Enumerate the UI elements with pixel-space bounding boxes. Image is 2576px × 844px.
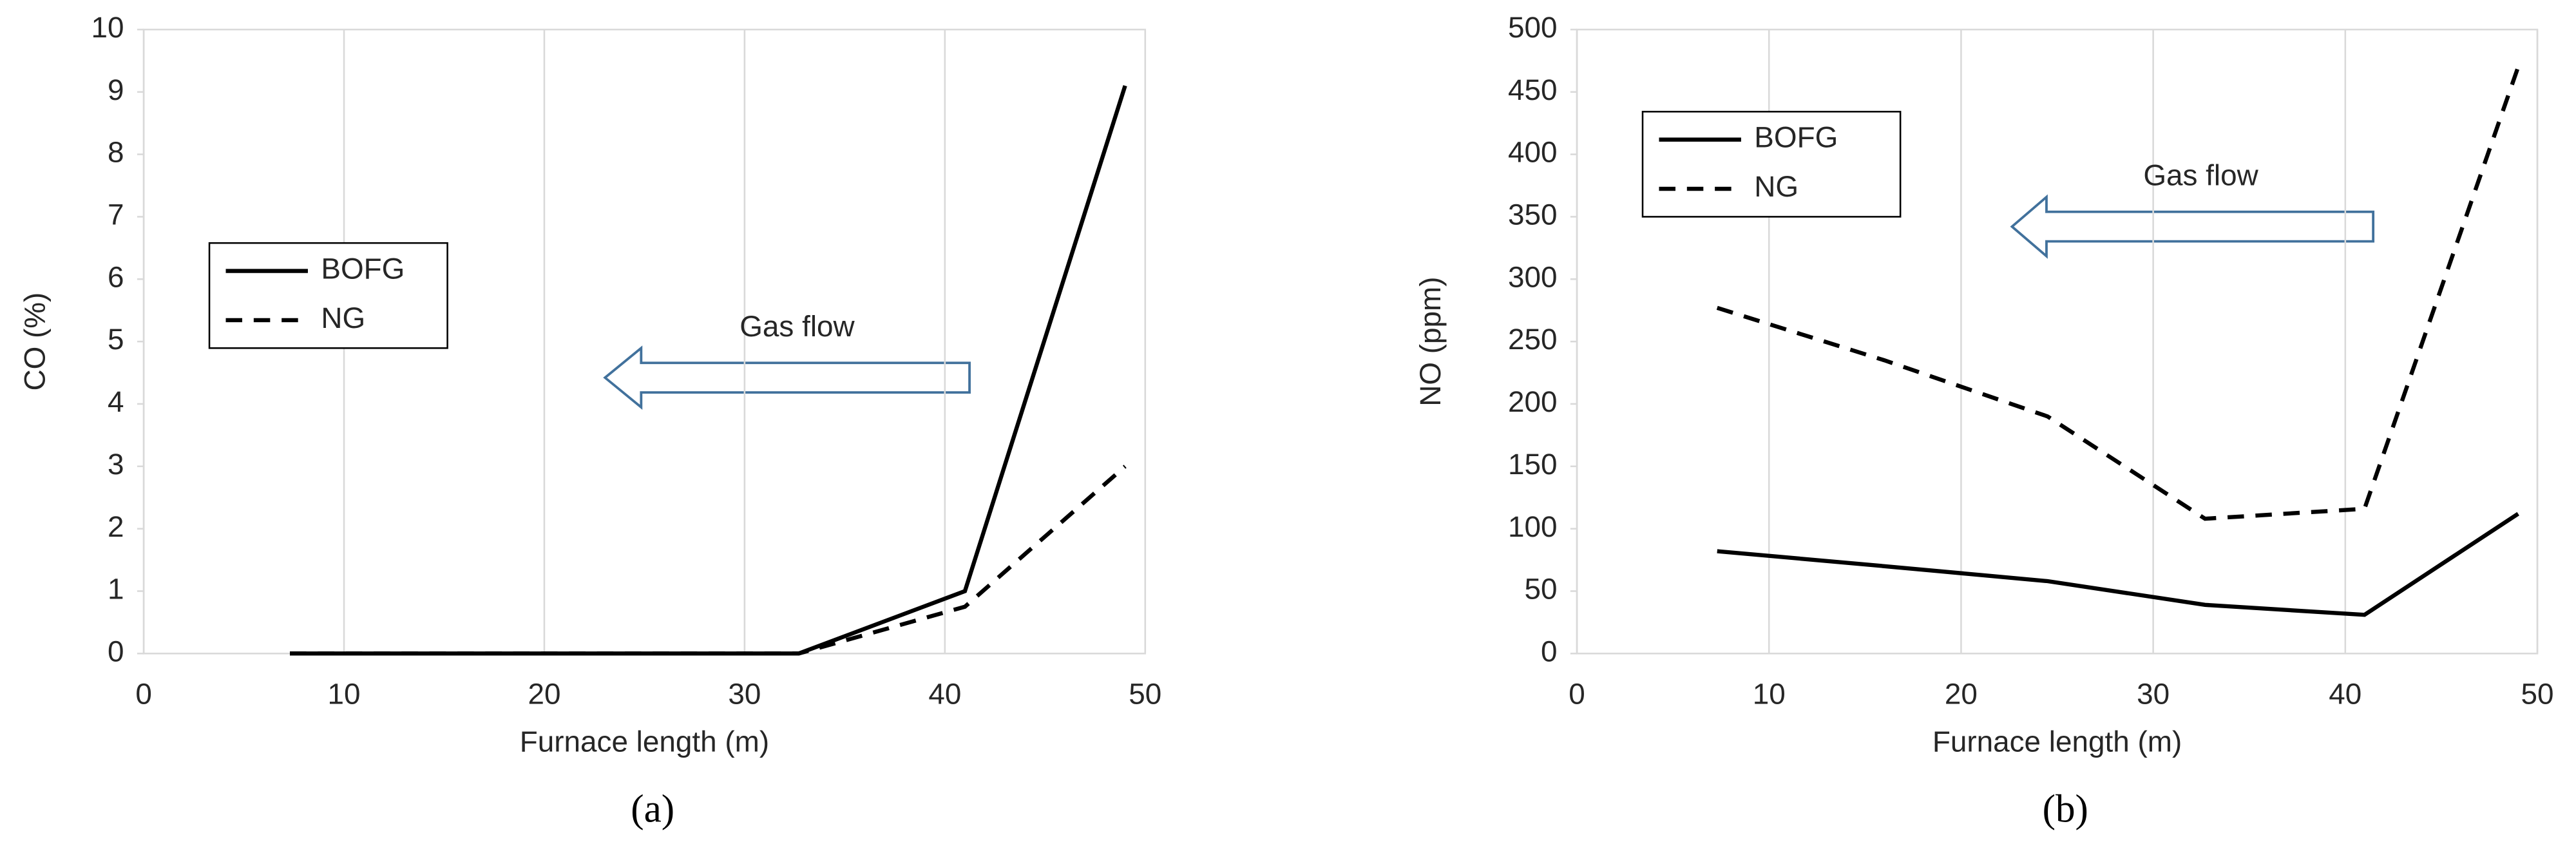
- y-tick-label: 9: [108, 73, 124, 106]
- flow-arrow: [2010, 194, 2375, 259]
- legend-label: BOFG: [1754, 120, 1838, 154]
- panel-label: (b): [2043, 787, 2088, 831]
- legend-box: [208, 242, 448, 349]
- legend-box: [1641, 111, 1902, 218]
- y-tick-label: 450: [1508, 73, 1558, 106]
- x-tick-label: 30: [2137, 677, 2170, 711]
- x-tick-label: 20: [528, 677, 560, 711]
- annotation: Gas flow: [2143, 158, 2258, 191]
- annotation: Gas flow: [739, 309, 855, 343]
- x-tick-label: 50: [1129, 677, 1161, 711]
- y-tick-label: 1: [108, 572, 124, 606]
- y-tick-label: 0: [1541, 634, 1558, 667]
- y-axis-label: NO (ppm): [1413, 276, 1447, 406]
- legend-label: NG: [1754, 169, 1798, 203]
- legend-label: NG: [321, 301, 365, 334]
- x-axis-label: Furnace length (m): [520, 725, 769, 758]
- x-tick-label: 50: [2521, 677, 2554, 711]
- x-tick-label: 10: [1753, 677, 1786, 711]
- x-tick-label: 30: [728, 677, 761, 711]
- y-tick-label: 350: [1508, 198, 1558, 231]
- series-line: [290, 465, 1127, 656]
- x-tick-label: 20: [1945, 677, 1978, 711]
- y-tick-label: 500: [1508, 10, 1558, 44]
- y-tick-label: 400: [1508, 135, 1558, 169]
- series-line: [1717, 512, 2519, 617]
- legend: BOFG NG: [1641, 111, 1902, 218]
- y-tick-label: 5: [108, 322, 124, 356]
- y-tick-label: 8: [108, 135, 124, 169]
- x-tick-label: 0: [135, 677, 152, 711]
- x-tick-label: 10: [328, 677, 361, 711]
- x-tick-label: 40: [2329, 677, 2361, 711]
- flow-arrow: [603, 345, 971, 410]
- y-tick-label: 0: [108, 634, 124, 667]
- chart: 0 10 20 30 40 50 0 1 2 3 4 5 6 7 8 9 10 Furnace length (m…: [18, 10, 1162, 831]
- y-tick-label: 6: [108, 260, 124, 293]
- x-tick-label: 40: [928, 677, 961, 711]
- y-tick-label: 3: [108, 447, 124, 481]
- y-tick-label: 250: [1508, 322, 1558, 356]
- y-tick-label: 7: [108, 198, 124, 231]
- y-tick-label: 100: [1508, 510, 1558, 543]
- series-line: [1716, 66, 2521, 521]
- chart: 0 10 20 30 40 5005010015020025030035040045050…: [1413, 10, 2554, 831]
- y-tick-label: 150: [1508, 447, 1558, 481]
- arrow-a: [603, 345, 971, 410]
- legend-label: BOFG: [321, 252, 405, 285]
- panel-label: (a): [631, 787, 674, 831]
- legend: BOFG NG: [208, 242, 448, 349]
- y-tick-label: 50: [1524, 572, 1557, 606]
- x-axis-label: Furnace length (m): [1932, 725, 2182, 758]
- y-tick-label: 200: [1508, 385, 1558, 418]
- arrow-b: [2010, 194, 2375, 259]
- y-tick-label: 4: [108, 385, 124, 418]
- x-tick-label: 0: [1569, 677, 1585, 711]
- y-tick-label: 10: [91, 10, 124, 44]
- y-axis-label: CO (%): [18, 293, 52, 391]
- y-tick-label: 300: [1508, 260, 1558, 293]
- y-tick-label: 2: [108, 510, 124, 543]
